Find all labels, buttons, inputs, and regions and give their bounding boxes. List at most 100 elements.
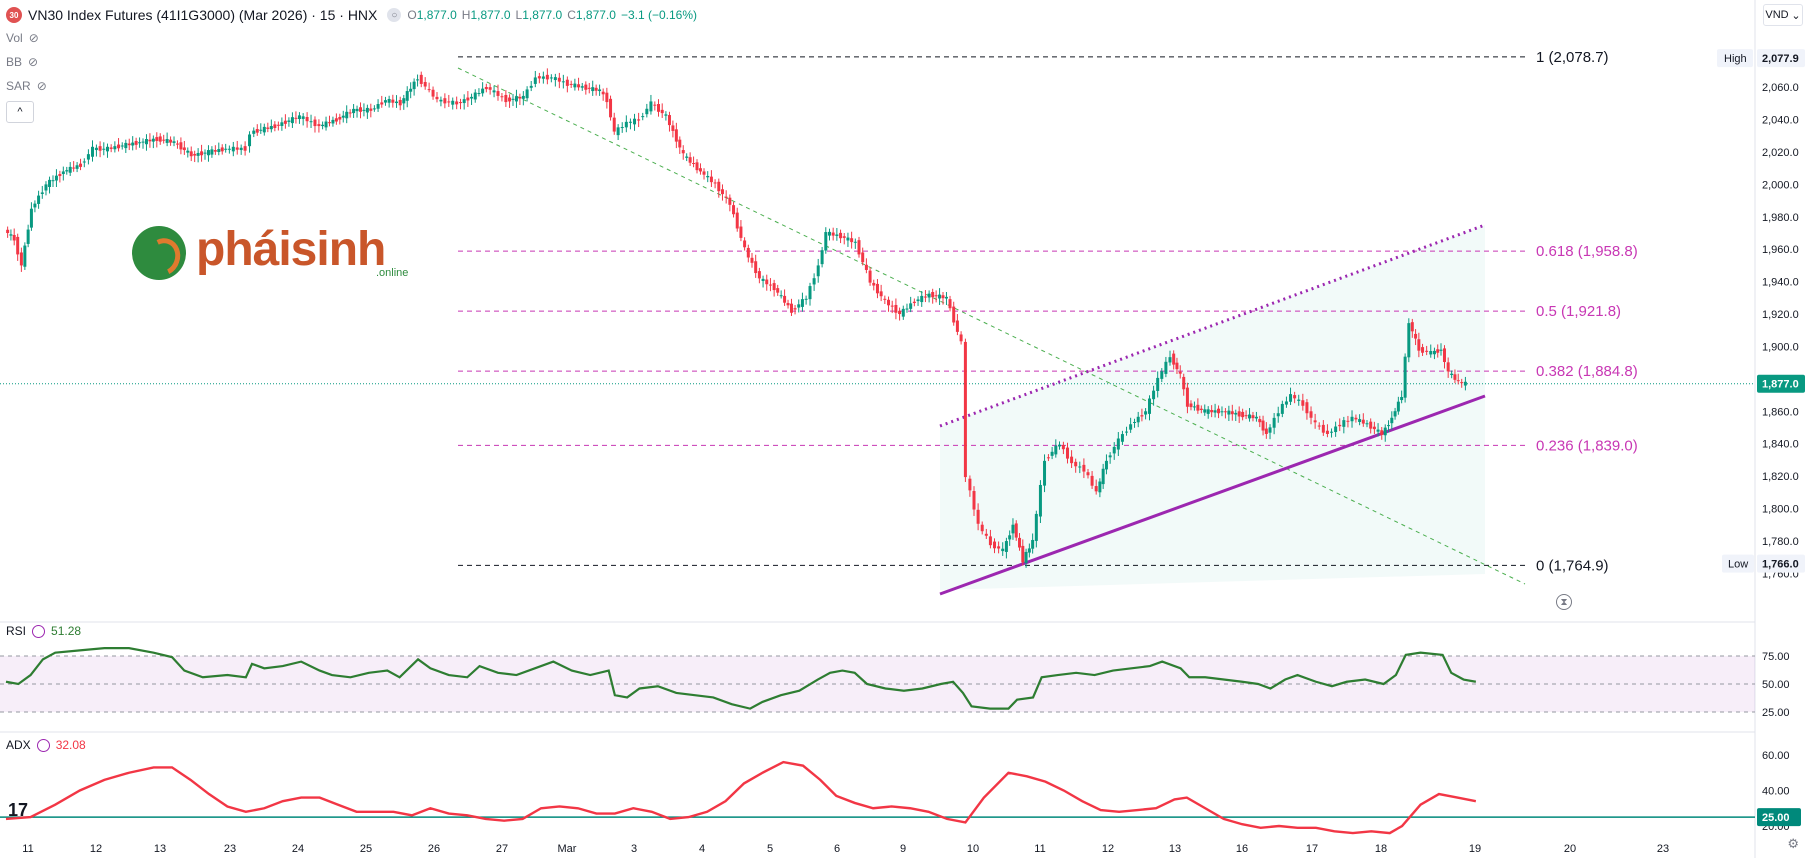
candle-body <box>1261 420 1265 431</box>
hourglass-icon[interactable]: ⧗ <box>1556 594 1572 610</box>
candle-body <box>172 141 176 143</box>
candle-body <box>283 120 287 124</box>
candle-body <box>477 93 481 95</box>
candle-body <box>68 166 72 173</box>
low-tag-bg <box>1722 554 1754 573</box>
candle-body <box>179 142 183 150</box>
visibility-toggle-icon[interactable]: ○ <box>387 8 402 22</box>
candle-body <box>117 144 121 149</box>
rsi-legend[interactable]: RSI 51.28 <box>6 624 81 638</box>
candle-body <box>1112 446 1116 454</box>
candle-body <box>102 148 106 150</box>
overlay-vol[interactable]: Vol ⊘ <box>6 31 39 45</box>
candle-body <box>820 250 824 265</box>
candle-body <box>1074 461 1078 467</box>
candle-body <box>352 108 356 114</box>
collapse-indicators-button[interactable]: ^ <box>6 101 34 123</box>
candle-body <box>746 247 750 258</box>
candle-body <box>779 295 783 297</box>
candle-body <box>541 76 545 79</box>
candle-body <box>358 107 362 112</box>
candle-body <box>1038 484 1042 517</box>
low-tag: Low <box>1728 559 1748 571</box>
candle-body <box>484 87 488 90</box>
candle-body <box>1305 402 1309 414</box>
time-tick-label: 3 <box>631 843 637 855</box>
candle-body <box>113 146 117 150</box>
adx-line <box>5 760 1477 835</box>
candle-body <box>186 150 190 153</box>
candle-body <box>1460 382 1464 384</box>
candle-body <box>1393 411 1397 417</box>
overlay-sar[interactable]: SAR ⊘ <box>6 79 47 93</box>
candle-body <box>743 240 747 248</box>
time-tick-label: 10 <box>967 843 979 855</box>
time-tick-label: 12 <box>90 843 102 855</box>
candle-body <box>155 137 159 141</box>
candle-body <box>1004 541 1008 552</box>
time-tick-label: 23 <box>224 843 236 855</box>
candle-body <box>387 99 391 103</box>
eye-off-icon[interactable]: ⊘ <box>36 79 47 93</box>
candle-body <box>131 142 135 146</box>
candle-body <box>1217 408 1221 414</box>
price-tick-label: 1,900.0 <box>1762 341 1799 353</box>
low-price-badge-bg <box>1757 554 1805 573</box>
candle-body <box>86 154 90 160</box>
adx-legend[interactable]: ADX 32.08 <box>6 738 86 752</box>
candle-body <box>313 119 317 127</box>
rsi-value: 51.28 <box>51 624 82 638</box>
candle-body <box>427 89 431 91</box>
candle-body <box>1453 374 1457 380</box>
resistance-trendline <box>939 223 1486 428</box>
candle-body <box>276 124 280 126</box>
candle-body <box>887 299 891 306</box>
rsi-tick-label: 50.00 <box>1762 679 1790 691</box>
candle-body <box>649 101 653 112</box>
candle-body <box>938 294 942 299</box>
time-tick-label: 19 <box>1469 843 1481 855</box>
overlay-bb[interactable]: BB ⊘ <box>6 55 38 69</box>
candle-body <box>327 122 331 124</box>
candle-body <box>728 197 732 205</box>
candle-body <box>857 240 861 255</box>
candle-body <box>1272 417 1276 428</box>
candle-body <box>786 303 790 306</box>
candle-body <box>355 108 359 112</box>
candle-body <box>1380 430 1384 435</box>
refresh-icon[interactable] <box>36 738 50 752</box>
candle-body <box>890 305 894 307</box>
symbol-header[interactable]: 30 VN30 Index Futures (41I1G3000) (Mar 2… <box>6 5 702 25</box>
candle-body <box>1050 451 1054 456</box>
candle-body <box>451 100 455 105</box>
candle-body <box>1354 417 1358 420</box>
candle-body <box>224 148 228 150</box>
time-tick-label: 18 <box>1375 843 1387 855</box>
eye-off-icon[interactable]: ⊘ <box>28 31 39 45</box>
candle-body <box>65 170 69 172</box>
candle-body <box>968 478 972 491</box>
candle-body <box>963 341 967 478</box>
candle-body <box>127 143 131 146</box>
tradingview-logo-icon[interactable]: 17 <box>8 800 29 820</box>
candle-body <box>717 181 721 192</box>
price-tick-label: 1,820.0 <box>1762 471 1799 483</box>
refresh-icon[interactable] <box>32 624 46 638</box>
candle-body <box>1325 430 1329 434</box>
candle-body <box>1334 426 1338 433</box>
candle-body <box>338 116 342 120</box>
candle-body <box>1094 486 1098 492</box>
candle-body <box>1125 431 1129 433</box>
candle-body <box>1168 357 1172 363</box>
settings-gear-icon[interactable]: ⚙ <box>1787 836 1799 851</box>
candle-body <box>616 127 620 136</box>
eye-off-icon[interactable]: ⊘ <box>28 55 39 69</box>
candle-body <box>481 88 485 94</box>
candle-body <box>383 100 387 103</box>
candle-body <box>667 115 671 126</box>
currency-select[interactable]: VND ⌄ <box>1763 4 1803 26</box>
symbol-title[interactable]: VN30 Index Futures (41I1G3000) (Mar 2026… <box>28 7 378 23</box>
candle-body <box>447 101 451 103</box>
candle-body <box>1376 429 1380 432</box>
